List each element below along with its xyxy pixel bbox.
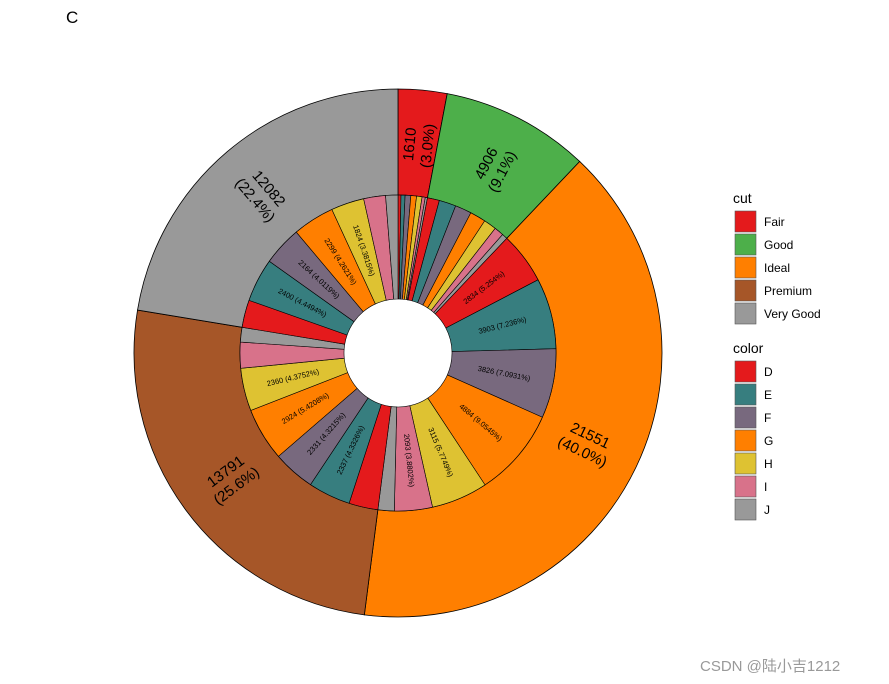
legend-swatch (734, 279, 757, 302)
outer-label-fair: 1610(3.0%) (400, 123, 438, 169)
legend-item-fair: Fair (734, 210, 785, 233)
inner-slice-very-good-j (385, 194, 399, 300)
legend-item-very-good: Very Good (734, 302, 821, 325)
legend-label: Very Good (764, 307, 821, 321)
legend-swatch (734, 498, 757, 521)
legend-swatch (734, 210, 757, 233)
legend: cut Fair Good Ideal Premium Very Good colorDEF… (733, 190, 821, 521)
legend-title-cut: cut (733, 190, 752, 206)
legend-item-d: D (734, 360, 773, 383)
legend-swatch (734, 302, 757, 325)
legend-label: E (764, 388, 772, 402)
legend-title-color: color (733, 340, 764, 356)
legend-label: Premium (764, 284, 812, 298)
legend-item-f: F (734, 406, 771, 429)
legend-swatch (734, 475, 757, 498)
inner-ring (239, 194, 557, 512)
legend-label: G (764, 434, 773, 448)
legend-item-e: E (734, 383, 772, 406)
legend-label: H (764, 457, 773, 471)
legend-item-g: G (734, 429, 773, 452)
legend-item-premium: Premium (734, 279, 812, 302)
legend-item-good: Good (734, 233, 793, 256)
legend-item-j: J (734, 498, 770, 521)
outer-label-percent: (3.0%) (417, 123, 438, 169)
legend-swatch (734, 360, 757, 383)
legend-item-ideal: Ideal (734, 256, 790, 279)
legend-label: I (764, 480, 767, 494)
legend-swatch (734, 233, 757, 256)
legend-label: Ideal (764, 261, 790, 275)
legend-swatch (734, 256, 757, 279)
legend-label: J (764, 503, 770, 517)
legend-swatch (734, 383, 757, 406)
legend-swatch (734, 429, 757, 452)
panel-tag: C (66, 8, 78, 27)
legend-swatch (734, 406, 757, 429)
outer-label-value: 1610 (400, 127, 420, 162)
legend-swatch (734, 452, 757, 475)
legend-item-i: I (734, 475, 767, 498)
outer-ring (133, 88, 663, 618)
legend-label: Fair (764, 215, 785, 229)
legend-item-h: H (734, 452, 773, 475)
legend-label: D (764, 365, 773, 379)
legend-label: F (764, 411, 771, 425)
watermark: CSDN @陆小吉1212 (700, 658, 840, 675)
legend-label: Good (764, 238, 793, 252)
